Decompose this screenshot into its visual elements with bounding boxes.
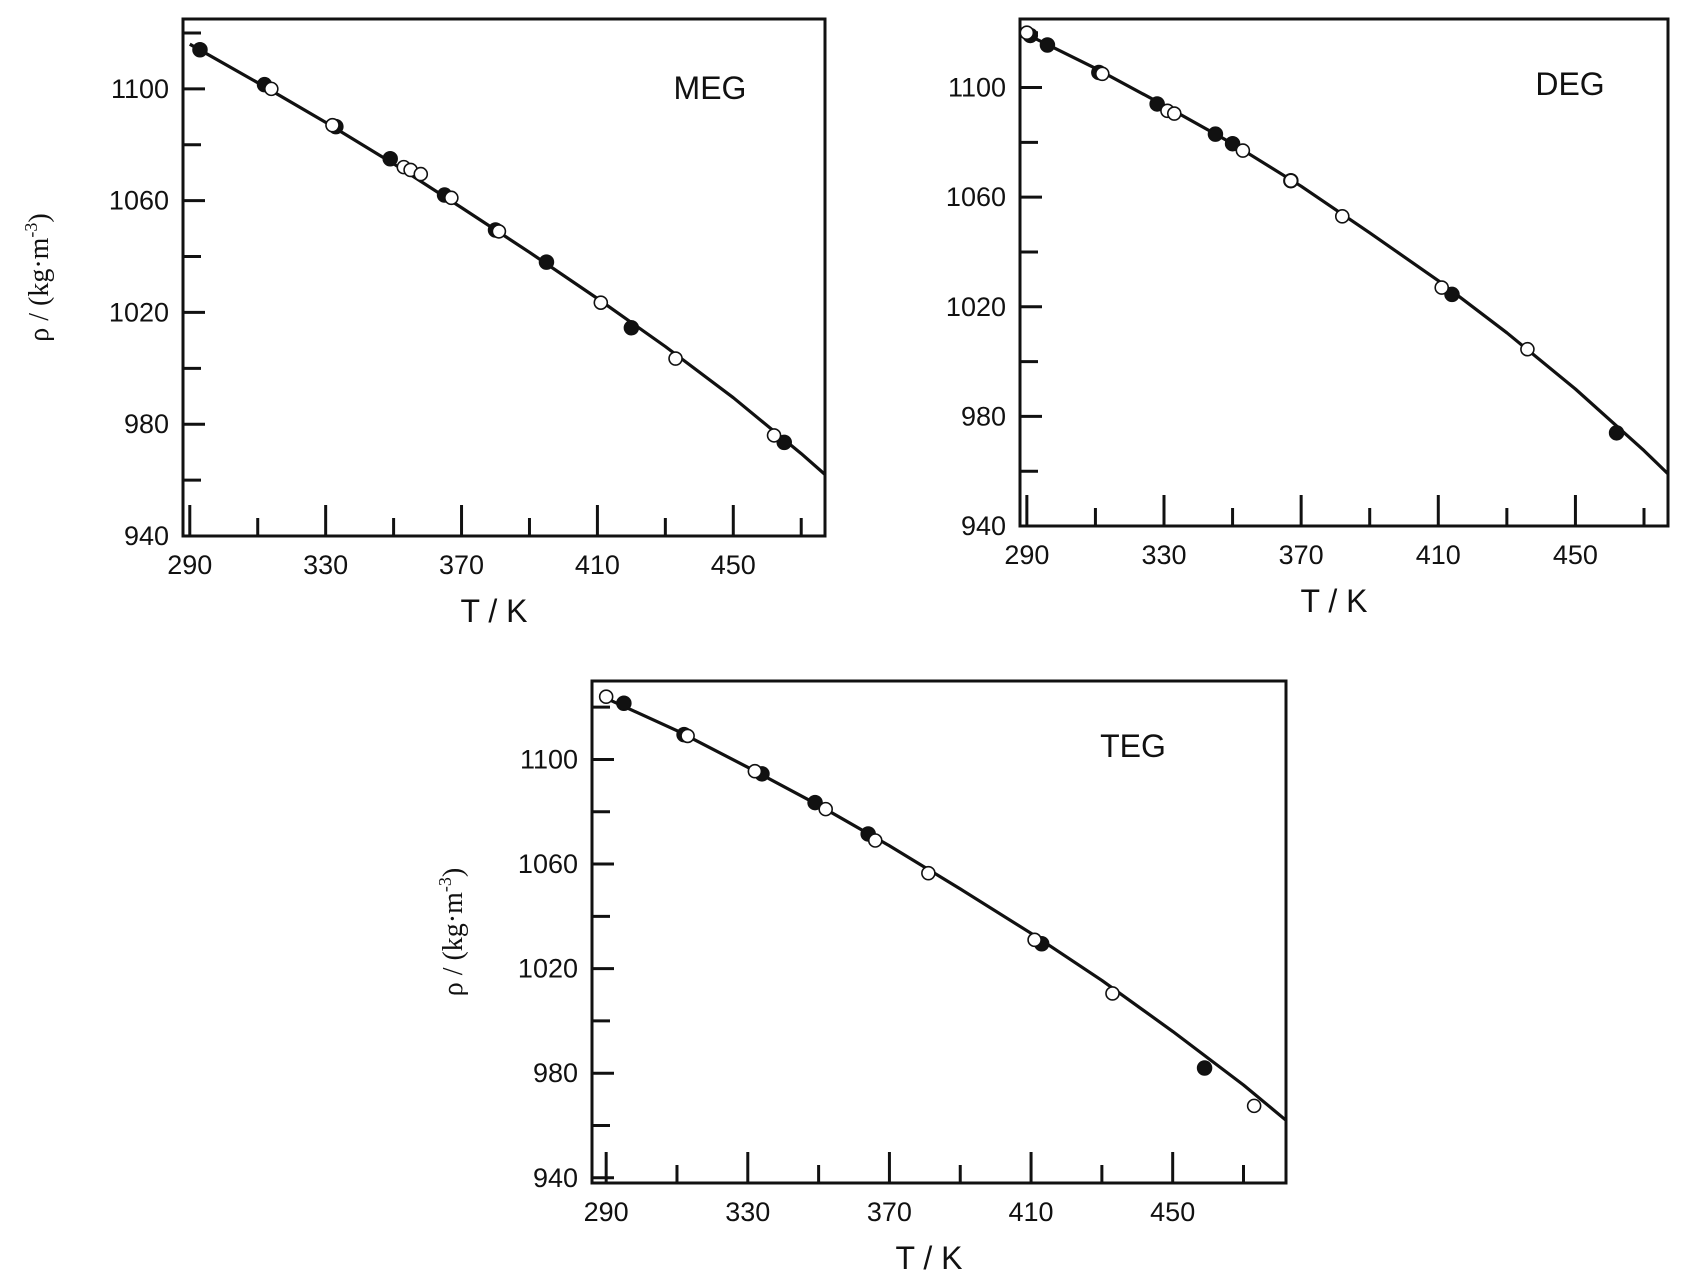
y-tick-label: 1060: [518, 849, 578, 879]
data-point-open: [1434, 280, 1450, 295]
plot-frame: [181, 17, 827, 538]
data-point-open: [325, 117, 340, 133]
x-tick-label: 290: [167, 550, 212, 580]
y-tick-label: 940: [124, 521, 169, 551]
y-axis-label-suffix: ): [438, 868, 469, 877]
y-axis-label-exponent: -3: [21, 223, 41, 238]
x-tick-label: 370: [439, 550, 484, 580]
data-point-open: [680, 728, 695, 744]
chart-panel-deg: 290 330 370 410 450 940 980 1020 1060 1100 DEG T / …: [946, 17, 1670, 619]
x-tick-label: 450: [1150, 1197, 1195, 1227]
data-point-open: [1027, 932, 1042, 948]
data-point-filled: [616, 695, 632, 711]
y-tick-label: 1060: [109, 186, 169, 216]
x-tick-label: 290: [1004, 540, 1049, 570]
y-tick-label: 1020: [109, 297, 169, 327]
plot-frame: [590, 679, 1288, 1185]
y-axis-label-text: ρ / (kg·m: [24, 237, 55, 341]
x-tick-label: 370: [867, 1197, 912, 1227]
data-point-filled: [1039, 37, 1056, 53]
data-point-filled: [1149, 96, 1165, 112]
x-tick-label: 370: [1279, 540, 1324, 570]
y-tick-label: 1060: [946, 182, 1006, 212]
y-tick-label: 1020: [518, 954, 578, 984]
data-point-open: [1019, 25, 1035, 41]
x-tick-label: 410: [1416, 540, 1461, 570]
data-point-filled: [776, 434, 792, 451]
data-point-open: [593, 295, 609, 310]
data-point-open: [1235, 143, 1251, 158]
x-tick-label: 290: [584, 1197, 629, 1227]
chart-panel-teg: 290 330 370 410 450 940 980 1020 1060 1100 TEG T / …: [435, 679, 1288, 1275]
data-point-open: [867, 833, 883, 848]
y-axis-label: ρ / (kg·m-3): [21, 213, 55, 342]
data-point-filled: [623, 320, 640, 336]
x-tick-label: 330: [725, 1197, 770, 1227]
y-tick-label: 940: [533, 1163, 578, 1193]
x-tick-label: 330: [1141, 540, 1186, 570]
data-point-filled: [1207, 126, 1224, 142]
panel-title: TEG: [1100, 728, 1166, 764]
data-point-open: [1520, 341, 1535, 357]
data-point-open: [1283, 173, 1299, 188]
data-point-filled: [1196, 1060, 1213, 1076]
y-axis-label-text: ρ / (kg·m: [438, 892, 469, 996]
data-point-open: [818, 801, 833, 817]
data-point-open: [491, 224, 507, 239]
y-tick-label: 940: [961, 511, 1006, 541]
x-tick-label: 410: [575, 550, 620, 580]
data-point-filled: [382, 150, 398, 167]
data-point-open: [668, 351, 683, 366]
y-axis-label-exponent: -3: [435, 877, 455, 892]
x-axis-label: T / K: [461, 593, 528, 629]
data-point-open: [1334, 209, 1350, 224]
plot-frame: [1018, 17, 1670, 528]
data-point-open: [444, 190, 459, 206]
data-point-filled: [192, 41, 208, 58]
fit-curve: [601, 695, 1288, 1122]
data-point-filled: [1444, 286, 1460, 303]
data-point-open: [413, 166, 429, 182]
y-tick-label: 980: [533, 1058, 578, 1088]
y-tick-label: 1100: [948, 73, 1006, 103]
fit-curve: [189, 42, 827, 476]
data-point-open: [1166, 106, 1182, 121]
y-axis-label-suffix: ): [24, 213, 55, 222]
x-tick-label: 410: [1009, 1197, 1054, 1227]
data-point-open: [766, 428, 782, 443]
data-point-filled: [1608, 425, 1625, 441]
y-tick-label: 980: [961, 401, 1006, 431]
x-tick-label: 450: [711, 550, 756, 580]
x-tick-label: 330: [303, 550, 348, 580]
y-tick-label: 1100: [520, 744, 578, 774]
data-point-open: [598, 689, 614, 704]
chart-panel-meg: 290 330 370 410 450 940 980 1020 1060 1100 MEG T / …: [21, 17, 827, 629]
data-point-open: [747, 763, 763, 779]
data-point-open: [1105, 986, 1120, 1001]
x-tick-label: 450: [1553, 540, 1598, 570]
panel-title: MEG: [674, 70, 747, 106]
y-tick-label: 1100: [111, 74, 169, 104]
y-tick-label: 980: [124, 409, 169, 439]
data-point-open: [921, 865, 936, 881]
x-axis-label: T / K: [1301, 583, 1368, 619]
data-point-open: [1246, 1098, 1262, 1114]
fit-curve: [1022, 31, 1670, 476]
y-tick-label: 1020: [946, 292, 1006, 322]
x-axis-label: T / K: [896, 1240, 963, 1275]
data-point-filled: [807, 794, 823, 811]
data-point-open: [1094, 66, 1110, 82]
data-point-filled: [538, 254, 555, 270]
data-point-filled: [1224, 135, 1241, 152]
data-point-open: [264, 81, 279, 97]
panel-title: DEG: [1535, 66, 1604, 102]
y-axis-label: ρ / (kg·m-3): [435, 868, 469, 997]
